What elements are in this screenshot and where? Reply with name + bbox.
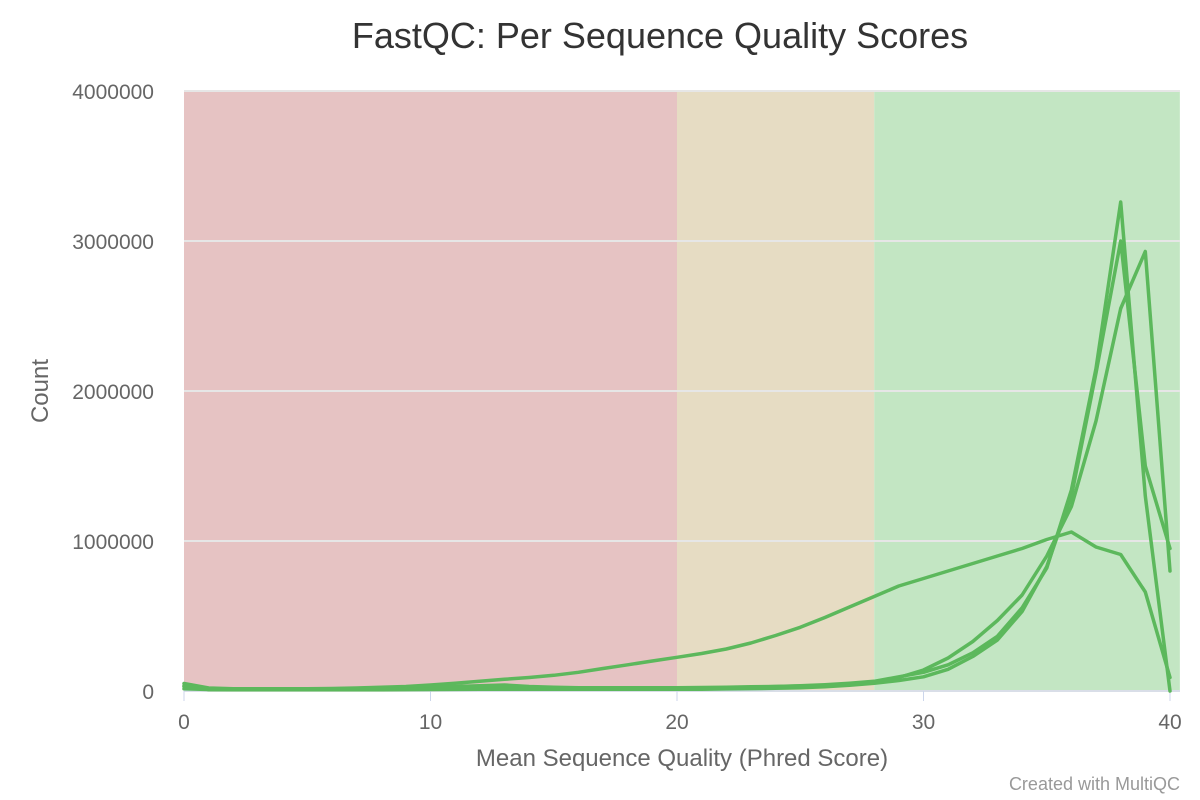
gridlines (184, 90, 1180, 692)
y-tick-label-2000000: 2000000 (72, 381, 154, 404)
x-tick-label-10: 10 (419, 711, 442, 734)
y-axis-title: Count (27, 359, 54, 423)
series-lines[interactable] (182, 200, 1172, 693)
x-tick-label-0: 0 (178, 711, 190, 734)
y-tick-label-1000000: 1000000 (72, 531, 154, 554)
x-tick-label-40: 40 (1158, 711, 1181, 734)
y-tick-label-3000000: 3000000 (72, 231, 154, 254)
y-tick-label-0: 0 (142, 681, 154, 704)
x-tick-label-30: 30 (912, 711, 935, 734)
y-tick-labels: 0 1000000 2000000 3000000 4000000 (72, 81, 154, 704)
y-tick-label-4000000: 4000000 (72, 81, 154, 104)
series-line-4[interactable] (182, 239, 1172, 692)
chart-title: FastQC: Per Sequence Quality Scores (352, 15, 968, 56)
credit-text[interactable]: Created with MultiQC (1009, 774, 1180, 794)
x-axis-title: Mean Sequence Quality (Phred Score) (476, 745, 888, 772)
x-tick-label-20: 20 (665, 711, 688, 734)
x-tick-labels: 0 10 20 30 40 (178, 691, 1182, 734)
